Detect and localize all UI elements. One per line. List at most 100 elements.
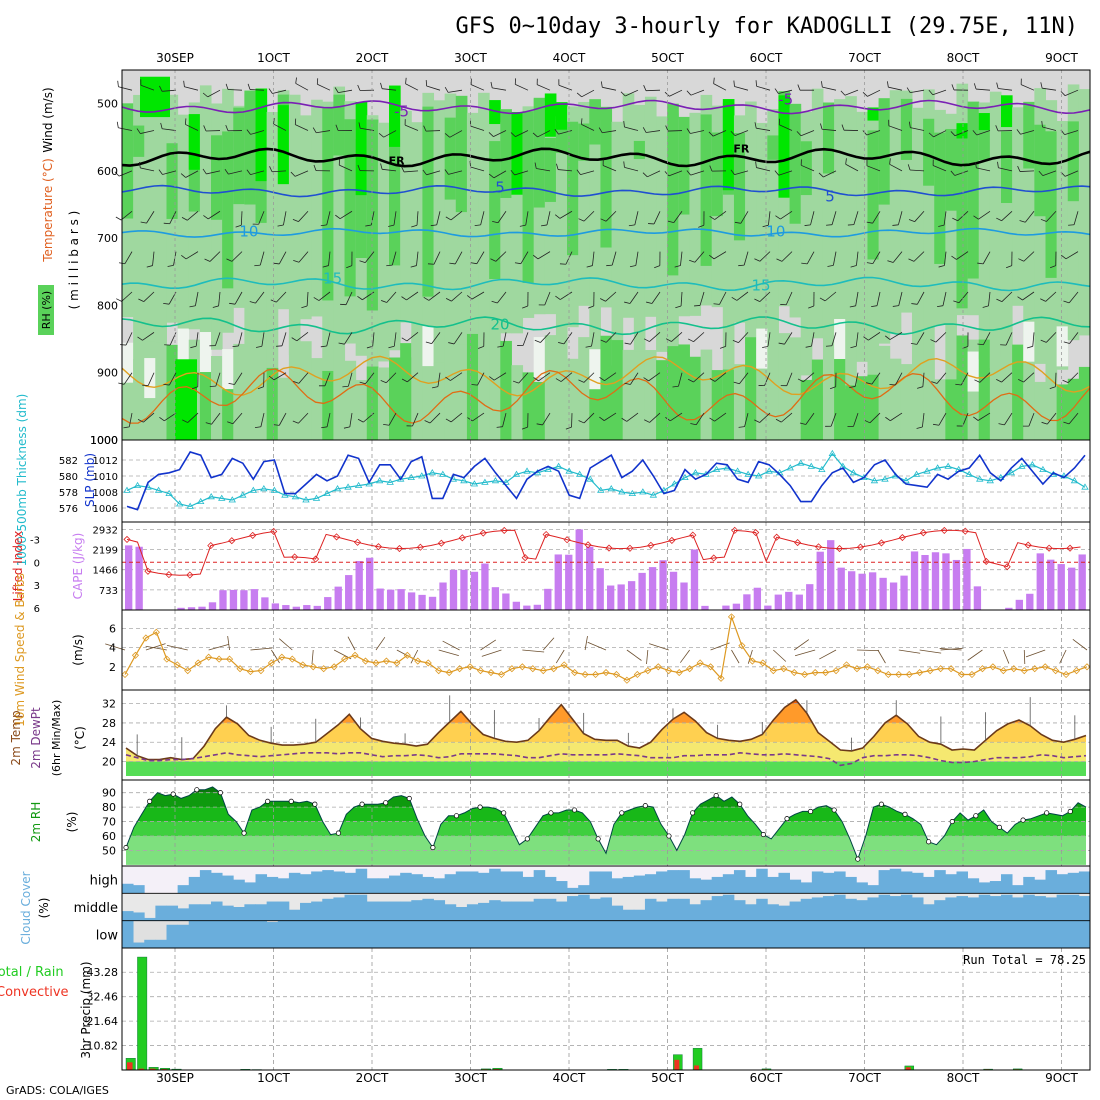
cloud-bar-low (967, 920, 980, 948)
cloud-bar-middle (656, 901, 668, 921)
wind-barb (560, 372, 573, 382)
wind-barb-flag (116, 121, 119, 128)
wind-barb (856, 251, 859, 266)
precip-tick-label: 10.82 (87, 1040, 119, 1053)
date-label-top: 1OCT (257, 51, 290, 65)
cape-tick-label: 1466 (93, 566, 118, 577)
wind-barb (933, 130, 947, 138)
wind-barb-flag (585, 345, 592, 348)
li-point (437, 539, 445, 547)
wind-barb (240, 211, 243, 226)
wind-barb (1023, 372, 1035, 383)
rh2m-point (312, 801, 318, 807)
wind-barb (668, 170, 683, 177)
wind-barb (583, 210, 595, 222)
li-point (521, 554, 529, 562)
wind-barb (734, 170, 749, 176)
cloud-bar-high (555, 881, 568, 894)
cloud-bar-low (177, 924, 190, 948)
li-point (794, 539, 802, 547)
wind10-point (665, 667, 673, 675)
thickness-point (744, 470, 752, 477)
wind-barb (889, 332, 903, 340)
thickness-point (628, 489, 637, 496)
wind10-barb (227, 635, 230, 651)
date-label-bottom: 9OCT (1045, 1071, 1078, 1085)
thickness-point (154, 486, 163, 493)
wind-barb-flag (445, 376, 451, 381)
wind-barb (830, 412, 837, 427)
cloud-bar-middle (800, 898, 813, 921)
rh-band-light (500, 122, 512, 334)
wind-barb-flag (849, 386, 856, 388)
wind-barb-flag (674, 265, 681, 268)
wind-barb (1064, 130, 1079, 135)
wind-barb-flag (320, 345, 327, 348)
cloud-bar-low (444, 920, 457, 948)
isotherm-line (121, 276, 1091, 292)
wind-barb (492, 87, 507, 91)
cloud-bar-high (444, 874, 457, 894)
wind-barb (470, 166, 485, 172)
wind10-barb (794, 649, 816, 657)
rh-band-light (199, 85, 212, 348)
cape-bar (900, 575, 908, 610)
minmax-axis-label: (6hr Min/Max) (50, 700, 63, 777)
rh-band-light (155, 101, 168, 402)
wind-barb (764, 372, 771, 386)
rh-band-low (466, 333, 479, 440)
wind-barb-flag (997, 161, 999, 168)
wind-barb (823, 170, 837, 178)
rh-band-light (800, 111, 813, 376)
precip-total-bar (137, 956, 148, 1071)
cloud-bar-middle (411, 900, 423, 921)
rh-band-low (344, 360, 357, 440)
wind10-unit-label: (m/s) (71, 634, 85, 665)
rh2m-point (902, 811, 908, 817)
li-point (689, 531, 697, 539)
cloud-bar-high (244, 882, 256, 894)
rh-band-dry (756, 328, 768, 369)
wind-barb-flag (688, 338, 694, 343)
cape-bar (753, 587, 762, 610)
cloud-bar-low (1067, 920, 1080, 948)
wind-barb-flag (850, 345, 857, 349)
wind-barb-flag (292, 420, 299, 424)
li-point (374, 543, 383, 551)
wind-barb-flag (554, 129, 559, 135)
rh2m-band (126, 821, 1086, 836)
cloud-bar-middle (1023, 894, 1035, 921)
wind-barb (845, 163, 859, 172)
wind-barb (558, 169, 573, 172)
cloud-bar-middle (1078, 896, 1091, 921)
wind-barb-flag (955, 383, 962, 386)
precip-conv-bar (138, 1068, 145, 1070)
cloud-bar-middle (344, 894, 357, 921)
wind10-point (884, 670, 892, 679)
rh2m-point (690, 810, 696, 816)
rh-band-low (199, 369, 212, 440)
wind-barb (128, 413, 133, 427)
wind-barb (910, 127, 925, 131)
cape-bar (418, 594, 426, 610)
chart-title: GFS 0~10day 3-hourly for KADOGLLI (29.75… (455, 14, 1078, 39)
wind-barb (416, 251, 419, 266)
rh-band-dry (1023, 321, 1035, 362)
wind-barb-flag (203, 125, 207, 132)
cloud-bar-middle (678, 898, 690, 921)
wind-barb (822, 86, 837, 91)
wind-barb (162, 170, 177, 175)
thickness-point (470, 480, 479, 487)
li-point (877, 539, 886, 547)
cloud-bar-high (622, 876, 635, 894)
cape-bar (586, 546, 594, 610)
cloud-bar-middle (700, 900, 713, 921)
thickness-point (428, 469, 437, 476)
rh-band-light (1078, 89, 1091, 336)
wind10-point (236, 665, 244, 673)
rh-band-mid (533, 97, 546, 208)
rh-band-low (355, 380, 368, 440)
wind-barb-flag (497, 345, 504, 348)
wind10-barb (542, 637, 555, 651)
date-label-top: 3OCT (454, 51, 487, 65)
